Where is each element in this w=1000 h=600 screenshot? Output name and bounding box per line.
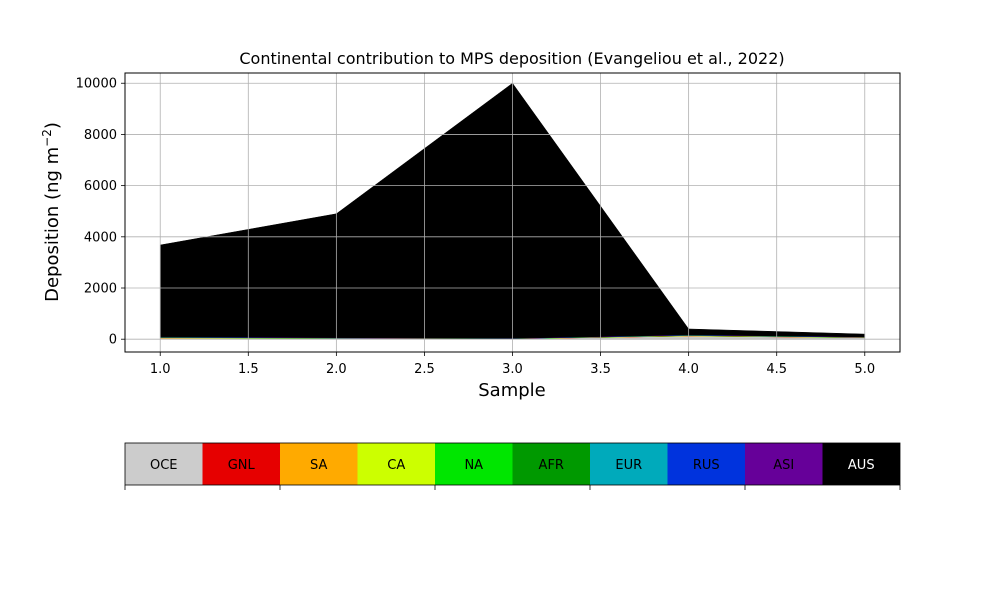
grid-lines <box>125 73 900 352</box>
colorbar-swatch-afr <box>512 443 590 485</box>
x-tick-label: 1.0 <box>150 362 171 377</box>
x-tick-label: 5.0 <box>854 362 875 377</box>
colorbar-label-aus: AUS <box>848 458 875 473</box>
x-tick-label: 3.0 <box>502 362 523 377</box>
y-axis-label-main: Deposition (ng m <box>42 147 63 302</box>
x-tick-label: 4.5 <box>766 362 787 377</box>
colorbar-swatch-sa <box>280 443 358 485</box>
colorbar-label-asi: ASI <box>773 458 794 473</box>
colorbar: OCE GNL SA CA NA AFR EUR RUS ASI AUS <box>124 442 901 490</box>
colorbar-label-ca: CA <box>387 458 405 473</box>
colorbar-swatch-rus <box>667 443 745 485</box>
x-tick-label: 2.0 <box>326 362 347 377</box>
y-tick-label: 6000 <box>84 179 117 194</box>
x-tick-label: 4.0 <box>678 362 699 377</box>
y-axis-label: Deposition (ng m−2) <box>40 122 63 302</box>
x-tick-label: 1.5 <box>238 362 259 377</box>
colorbar-label-afr: AFR <box>539 458 564 473</box>
y-tick-label: 8000 <box>84 128 117 143</box>
y-tick-label: 2000 <box>84 282 117 297</box>
colorbar-swatch-oce <box>125 443 203 485</box>
x-axis-label: Sample <box>478 380 546 401</box>
colorbar-label-rus: RUS <box>693 458 720 473</box>
colorbar-label-eur: EUR <box>615 458 642 473</box>
y-axis-ticks: 0 2000 4000 6000 8000 10000 <box>76 77 125 348</box>
colorbar-swatch-asi <box>745 443 823 485</box>
x-tick-label: 3.5 <box>590 362 611 377</box>
colorbar-swatch-gnl <box>202 443 280 485</box>
y-tick-label: 0 <box>109 333 117 348</box>
colorbar-label-sa: SA <box>310 458 327 473</box>
colorbar-swatch-na <box>435 443 513 485</box>
colorbar-label-gnl: GNL <box>228 458 256 473</box>
y-tick-label: 4000 <box>84 230 117 245</box>
x-tick-label: 2.5 <box>414 362 435 377</box>
y-tick-label: 10000 <box>76 77 117 92</box>
colorbar-label-na: NA <box>464 458 483 473</box>
colorbar-frame <box>124 442 901 486</box>
y-axis-label-close: ) <box>42 122 63 129</box>
colorbar-swatch-ca <box>357 443 435 485</box>
x-axis-ticks: 1.0 1.5 2.0 2.5 3.0 3.5 4.0 4.5 5.0 <box>150 352 875 377</box>
y-axis-label-superscript: −2 <box>40 129 54 147</box>
colorbar-swatch-eur <box>590 443 668 485</box>
colorbar-swatch-aus <box>822 443 900 485</box>
chart-title: Continental contribution to MPS depositi… <box>239 49 784 68</box>
colorbar-label-oce: OCE <box>150 458 178 473</box>
